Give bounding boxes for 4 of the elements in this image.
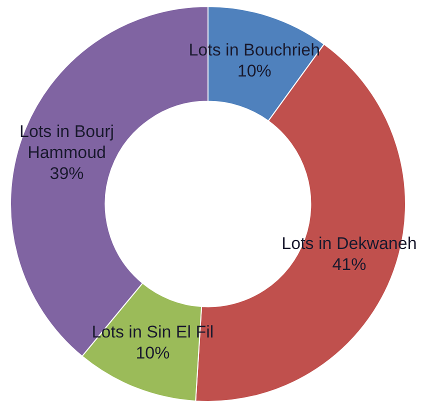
data-label: 39% bbox=[50, 164, 84, 183]
data-label: 10% bbox=[237, 61, 272, 80]
data-label: 10% bbox=[136, 344, 170, 363]
data-label: 41% bbox=[332, 255, 366, 274]
